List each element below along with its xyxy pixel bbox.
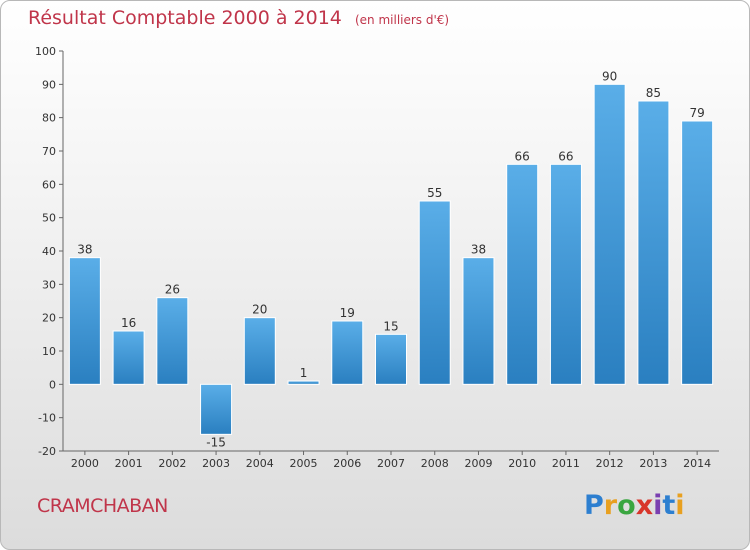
x-tick-label: 2001 bbox=[115, 457, 143, 470]
y-tick-label: 60 bbox=[42, 178, 56, 191]
chart-title: Résultat Comptable 2000 à 2014 bbox=[28, 7, 342, 29]
y-tick-label: 80 bbox=[42, 112, 56, 125]
data-label: 90 bbox=[602, 69, 617, 83]
data-label: 55 bbox=[427, 186, 442, 200]
logo-letter: r bbox=[603, 490, 618, 521]
y-tick-label: -10 bbox=[38, 412, 56, 425]
x-tick-label: 2002 bbox=[158, 457, 186, 470]
x-tick-label: 2008 bbox=[421, 457, 449, 470]
bar bbox=[418, 200, 451, 385]
x-tick-label: 2007 bbox=[377, 457, 405, 470]
y-tick-label: 10 bbox=[42, 345, 56, 358]
data-label: 1 bbox=[300, 366, 308, 380]
data-label: 66 bbox=[558, 149, 573, 163]
y-tick-label: 90 bbox=[42, 78, 56, 91]
logo-letter: i bbox=[675, 490, 685, 521]
x-tick-label: 2010 bbox=[508, 457, 536, 470]
axes: -20 -10 0 10 20 30 40 50 60 70 80 90 100 2000 2001 2002… bbox=[35, 45, 719, 470]
data-label: -15 bbox=[206, 435, 226, 449]
bar bbox=[112, 330, 145, 385]
data-labels: 38 16 26 -15 20 1 19 15 55 38 66 66 90 85 79 bbox=[77, 69, 705, 449]
data-label: 79 bbox=[689, 106, 704, 120]
bar bbox=[549, 163, 582, 385]
bar bbox=[375, 333, 407, 385]
x-tick-label: 2006 bbox=[333, 457, 361, 470]
bar bbox=[243, 317, 276, 385]
logo-letter: o bbox=[617, 490, 636, 521]
x-tick-label: 2013 bbox=[639, 457, 667, 470]
bar bbox=[200, 383, 233, 435]
bar bbox=[287, 380, 320, 385]
data-label: 38 bbox=[471, 243, 486, 257]
y-tick-label: 50 bbox=[42, 212, 56, 225]
data-label: 85 bbox=[646, 86, 661, 100]
y-tick-label: 20 bbox=[42, 312, 56, 325]
x-tick-label: 2005 bbox=[290, 457, 318, 470]
data-label: 26 bbox=[165, 283, 180, 297]
bar bbox=[156, 297, 189, 385]
y-tick-label: 30 bbox=[42, 278, 56, 291]
x-tick-label: 2009 bbox=[464, 457, 492, 470]
logo-letter: i bbox=[653, 490, 663, 521]
data-label: 38 bbox=[77, 243, 92, 257]
x-tick-label: 2014 bbox=[683, 457, 711, 470]
x-tick-label: 2000 bbox=[71, 457, 99, 470]
bar bbox=[331, 320, 364, 385]
data-label: 16 bbox=[121, 316, 136, 330]
logo-letter: P bbox=[584, 490, 604, 521]
logo-letter: t bbox=[662, 490, 676, 521]
bars bbox=[68, 83, 714, 435]
bar bbox=[681, 120, 714, 385]
commune-name: CRAMCHABAN bbox=[37, 495, 168, 517]
bar bbox=[637, 100, 670, 385]
bar bbox=[68, 257, 101, 385]
y-tick-label: 100 bbox=[35, 45, 56, 58]
chart-subtitle: (en milliers d'€) bbox=[354, 13, 450, 27]
logo-letter: x bbox=[635, 490, 654, 521]
x-tick-label: 2011 bbox=[552, 457, 580, 470]
data-label: 19 bbox=[340, 306, 355, 320]
x-tick-label: 2004 bbox=[246, 457, 274, 470]
bar bbox=[506, 163, 539, 385]
y-tick-label: 0 bbox=[49, 378, 56, 391]
y-tick-label: -20 bbox=[38, 445, 56, 458]
y-tick-label: 40 bbox=[42, 245, 56, 258]
data-label: 66 bbox=[515, 149, 530, 163]
x-tick-label: 2012 bbox=[596, 457, 624, 470]
bar bbox=[593, 83, 626, 385]
x-tick-label: 2003 bbox=[202, 457, 230, 470]
data-label: 15 bbox=[383, 319, 398, 333]
proxiti-logo: Proxiti bbox=[584, 490, 685, 521]
y-tick-label: 70 bbox=[42, 145, 56, 158]
bar bbox=[462, 257, 495, 385]
data-label: 20 bbox=[252, 303, 267, 317]
title-row: Résultat Comptable 2000 à 2014 (en milli… bbox=[28, 7, 449, 29]
